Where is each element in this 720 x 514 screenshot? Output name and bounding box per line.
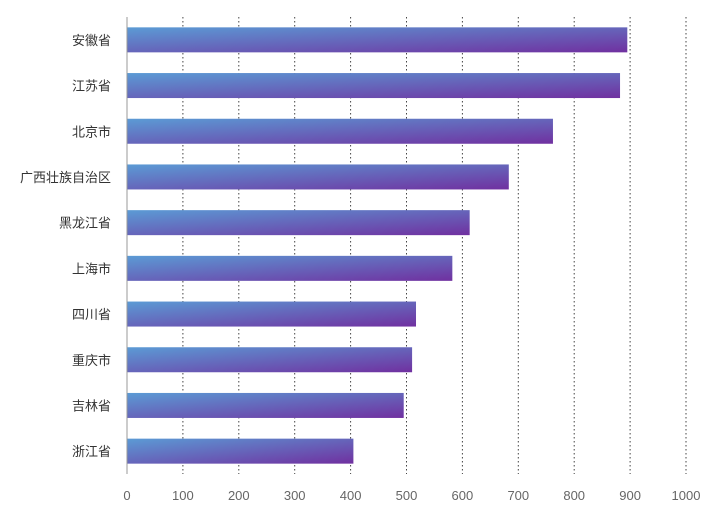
category-label: 北京市 — [72, 124, 111, 140]
category-label: 上海市 — [72, 261, 111, 277]
x-tick-label: 100 — [172, 488, 194, 503]
x-tick-label: 600 — [452, 488, 474, 503]
category-label: 浙江省 — [72, 445, 111, 460]
bar — [127, 255, 453, 281]
x-tick-label: 800 — [563, 488, 585, 503]
x-tick-label: 900 — [619, 488, 641, 503]
x-tick-label: 700 — [507, 488, 529, 503]
bar — [127, 27, 628, 53]
bar — [127, 73, 621, 99]
labels: 0 100 200 300 400 500 600 700 800 900 1000 安徽省江苏省北京… — [20, 34, 700, 503]
x-tick-label: 300 — [284, 488, 306, 503]
category-label: 四川省 — [72, 308, 111, 323]
category-label: 重庆市 — [72, 353, 111, 369]
bar — [127, 164, 509, 190]
bars — [127, 27, 628, 464]
category-label: 吉林省 — [72, 399, 111, 414]
bar — [127, 118, 553, 144]
x-tick-label: 500 — [396, 488, 418, 503]
x-tick-label: 1000 — [672, 488, 701, 503]
bar — [127, 347, 413, 373]
x-tick-label: 200 — [228, 488, 250, 503]
bar — [127, 438, 354, 464]
x-tick-label: 0 — [123, 488, 130, 503]
category-label: 江苏省 — [72, 79, 111, 95]
category-label: 广西壮族自治区 — [20, 170, 111, 186]
bar — [127, 392, 404, 418]
category-label: 黑龙江省 — [59, 217, 111, 232]
bar — [127, 301, 417, 327]
category-label: 安徽省 — [72, 34, 111, 49]
bar — [127, 210, 470, 236]
x-tick-label: 400 — [340, 488, 362, 503]
